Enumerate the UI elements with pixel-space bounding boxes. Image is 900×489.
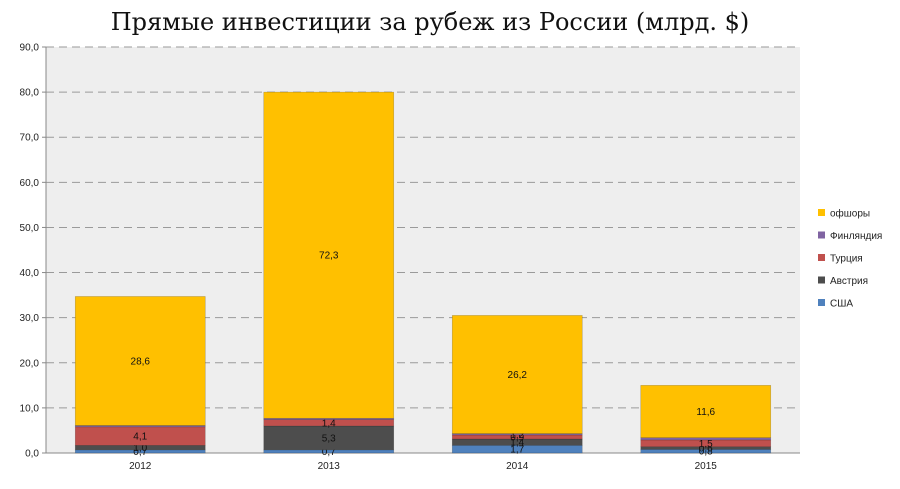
data-label: 1,5 bbox=[699, 439, 713, 450]
y-tick-label: 60,0 bbox=[20, 178, 40, 189]
legend-item[interactable]: Финляндия bbox=[818, 231, 882, 242]
data-label: 11,6 bbox=[696, 407, 715, 418]
chart-title: Прямые инвестиции за рубеж из России (мл… bbox=[110, 8, 750, 36]
data-label: 0,9 bbox=[510, 432, 524, 443]
legend-label: Австрия bbox=[830, 276, 868, 287]
x-tick-label: 2014 bbox=[506, 461, 529, 472]
x-tick-label: 2013 bbox=[318, 461, 341, 472]
legend-swatch bbox=[818, 254, 825, 261]
legend-swatch bbox=[818, 209, 825, 216]
data-label: 0,8 bbox=[699, 447, 713, 458]
y-tick-label: 90,0 bbox=[20, 43, 40, 54]
y-tick-label: 0,0 bbox=[25, 449, 39, 460]
data-label: 1,2 bbox=[510, 430, 524, 441]
data-label: 0,7 bbox=[133, 447, 147, 458]
legend-label: США bbox=[830, 299, 853, 310]
y-tick-label: 10,0 bbox=[20, 403, 40, 414]
x-tick-label: 2012 bbox=[129, 461, 152, 472]
y-tick-label: 70,0 bbox=[20, 133, 40, 144]
legend-item[interactable]: Австрия bbox=[818, 276, 868, 287]
bar-segment[interactable] bbox=[74, 296, 206, 426]
y-tick-label: 20,0 bbox=[20, 358, 40, 369]
data-label: 28,6 bbox=[131, 356, 151, 367]
bar-stack-2012: 0,71,04,1 28,6 bbox=[74, 296, 206, 458]
legend-item[interactable]: Турция bbox=[818, 254, 863, 265]
bar-stack-2014: 1,71,40,91,2 26,2 bbox=[451, 315, 583, 456]
legend-swatch bbox=[818, 231, 825, 239]
legend-item[interactable]: США bbox=[818, 299, 853, 310]
data-label: 1,4 bbox=[322, 418, 336, 429]
legend-label: Финляндия bbox=[830, 231, 882, 242]
y-tick-label: 80,0 bbox=[20, 88, 40, 99]
data-label: 1,7 bbox=[510, 445, 524, 456]
data-label: 26,2 bbox=[508, 370, 528, 381]
data-label: 0,7 bbox=[322, 447, 336, 458]
y-tick-label: 40,0 bbox=[20, 268, 40, 279]
bar-segment[interactable] bbox=[263, 91, 395, 419]
legend-swatch bbox=[818, 299, 825, 306]
data-label: 0,6 bbox=[699, 444, 713, 455]
bar-segment[interactable] bbox=[640, 385, 772, 438]
x-tick-label: 2015 bbox=[695, 461, 718, 472]
data-label: 5,3 bbox=[322, 433, 336, 444]
data-label: 4,1 bbox=[133, 432, 147, 443]
data-label: 72,3 bbox=[319, 251, 339, 262]
bar-stack-2013: 0,7 5,3 1,4 72,3 bbox=[263, 91, 395, 458]
bar-stack-2015: 0,80,61,5 11,6 bbox=[640, 385, 772, 458]
data-label: 1,4 bbox=[510, 438, 524, 449]
bar-segment[interactable] bbox=[263, 449, 395, 454]
data-label: 1,0 bbox=[133, 443, 147, 454]
legend-label: офшоры bbox=[830, 208, 870, 220]
legend-item[interactable]: офшоры bbox=[818, 208, 870, 220]
bar-segment[interactable] bbox=[451, 433, 583, 436]
legend-label: Турция bbox=[830, 254, 863, 265]
y-tick-label: 30,0 bbox=[20, 313, 40, 324]
bar-segment[interactable] bbox=[640, 437, 772, 441]
bar-segment[interactable] bbox=[451, 315, 583, 434]
bar-segment[interactable] bbox=[74, 445, 206, 451]
y-tick-label: 50,0 bbox=[20, 223, 40, 234]
legend-swatch bbox=[818, 276, 825, 284]
